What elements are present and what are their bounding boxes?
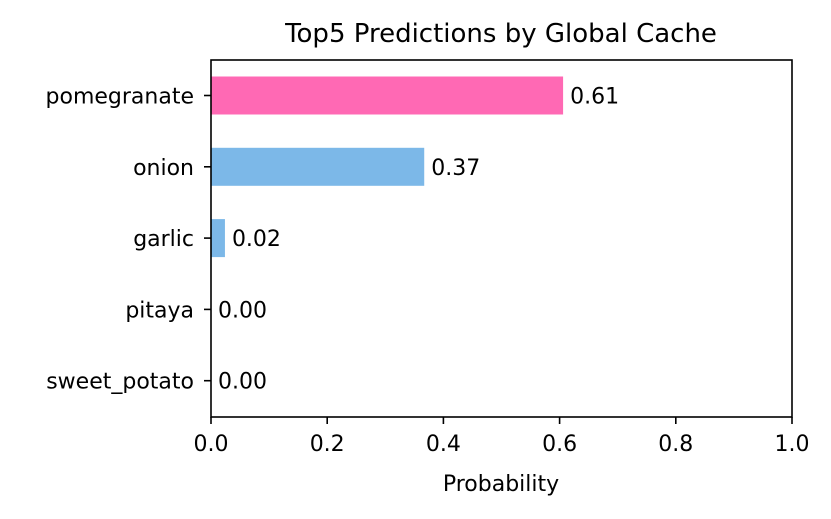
bar-onion [211,147,425,186]
bar-value-label-pitaya: 0.00 [218,298,267,323]
bar-value-label-garlic: 0.02 [232,227,281,252]
x-tick-label: 0.8 [658,432,693,457]
bar-garlic [211,219,225,258]
x-tick-label: 0.0 [194,432,229,457]
x-tick-label: 1.0 [775,432,810,457]
y-tick-label-sweet_potato: sweet_potato [46,370,194,395]
bar-value-label-sweet_potato: 0.00 [218,370,267,395]
x-tick-label: 0.6 [542,432,577,457]
bars-layer [211,76,564,258]
x-axis-ticks: 0.0 0.2 0.4 0.6 0.8 1.0 [194,417,810,457]
bar-value-labels: 0.61 0.37 0.02 0.00 0.00 [218,85,619,395]
y-tick-label-pitaya: pitaya [125,298,194,323]
y-tick-label-onion: onion [133,156,194,181]
y-axis-ticks: pomegranate onion garlic pitaya sweet_potato [46,85,211,395]
y-tick-label-pomegranate: pomegranate [46,85,194,110]
y-tick-label-garlic: garlic [133,227,194,252]
x-axis-label: Probability [443,472,559,497]
plot-frame [210,59,793,418]
chart-title: Top5 Predictions by Global Cache [284,19,717,49]
bar-value-label-onion: 0.37 [431,156,480,181]
x-tick-label: 0.2 [310,432,345,457]
x-tick-label: 0.4 [426,432,461,457]
bar-pomegranate [211,76,564,115]
bar-value-label-pomegranate: 0.61 [570,85,619,110]
